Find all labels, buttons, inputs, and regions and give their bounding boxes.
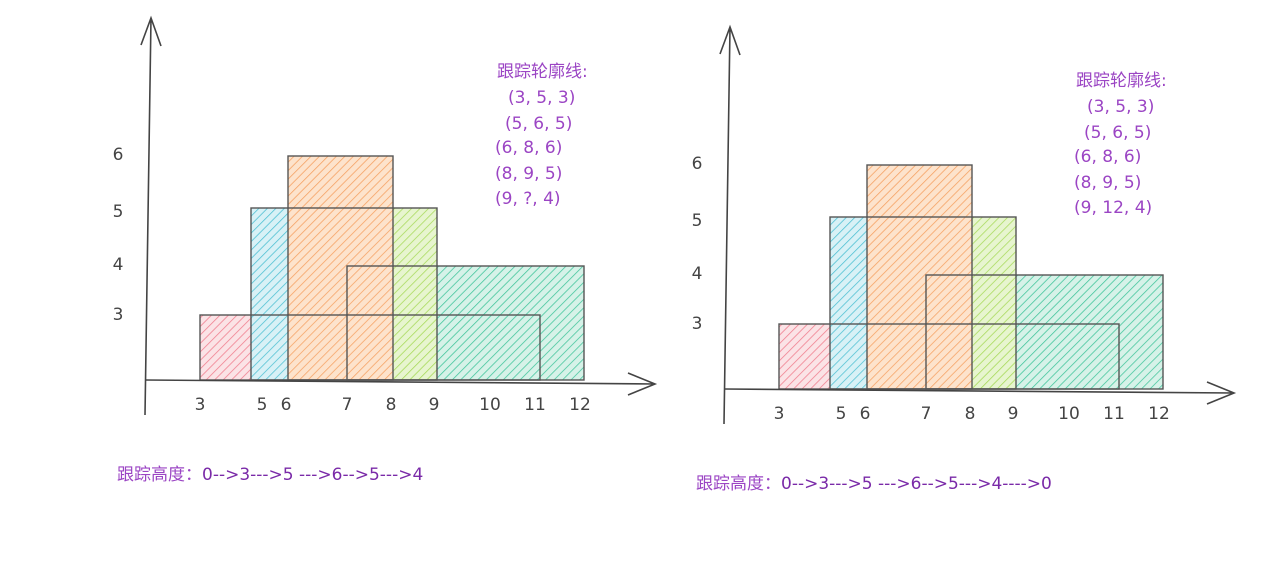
- building-fill: [830, 217, 867, 389]
- trace-label: 跟踪高度：: [117, 465, 202, 485]
- building-outline: [287, 155, 394, 381]
- x-tick-label: 6: [281, 395, 292, 415]
- x-tick-label: 9: [1008, 404, 1019, 424]
- x-tick-label: 3: [195, 395, 206, 415]
- trace-values: 0-->3--->5 --->6-->5--->4: [202, 465, 423, 485]
- contour-item: (5, 6, 5): [1084, 123, 1151, 143]
- contour-item: (9, ?, 4): [495, 189, 561, 209]
- building-outline: [346, 265, 585, 381]
- x-axis: [144, 372, 658, 396]
- building-outline: [925, 274, 1164, 390]
- x-tick-label: 11: [1103, 404, 1125, 424]
- contour-item: (8, 9, 5): [495, 164, 562, 184]
- contour-item: (5, 6, 5): [505, 114, 572, 134]
- x-tick-label: 7: [921, 404, 932, 424]
- x-axis: [723, 381, 1237, 405]
- y-tick-label: 6: [692, 154, 703, 174]
- building-fill: [779, 324, 830, 389]
- building-fill: [393, 208, 437, 380]
- x-tick-label: 12: [1148, 404, 1170, 424]
- building-fill: [288, 156, 393, 380]
- trace-height: 跟踪高度：0-->3--->5 --->6-->5--->4: [117, 465, 423, 485]
- trace-label: 跟踪高度：: [696, 474, 781, 494]
- contour-item: (3, 5, 3): [1087, 97, 1154, 117]
- building-fill: [200, 315, 251, 380]
- contour-item: (8, 9, 5): [1074, 173, 1141, 193]
- contour-item: (3, 5, 3): [508, 88, 575, 108]
- y-tick-label: 6: [113, 145, 124, 165]
- x-tick-label: 5: [836, 404, 847, 424]
- y-tick-label: 3: [692, 314, 703, 334]
- y-tick-label: 4: [113, 255, 124, 275]
- building-fill: [251, 208, 288, 380]
- x-tick-label: 10: [1058, 404, 1080, 424]
- y-axis: [719, 24, 741, 425]
- x-tick-label: 6: [860, 404, 871, 424]
- contour-title: 跟踪轮廓线:: [1076, 71, 1167, 91]
- y-tick-label: 3: [113, 305, 124, 325]
- x-tick-label: 8: [965, 404, 976, 424]
- x-tick-label: 12: [569, 395, 591, 415]
- x-tick-label: 3: [774, 404, 785, 424]
- y-tick-label: 4: [692, 264, 703, 284]
- contour-title: 跟踪轮廓线:: [497, 62, 588, 82]
- y-tick-label: 5: [113, 202, 124, 222]
- x-tick-label: 9: [429, 395, 440, 415]
- building-fill: [1016, 275, 1163, 389]
- building-outline: [866, 164, 973, 390]
- x-tick-label: 8: [386, 395, 397, 415]
- building-fill: [437, 266, 584, 380]
- contour-item: (6, 8, 6): [1074, 147, 1141, 167]
- trace-values: 0-->3--->5 --->6-->5--->4---->0: [781, 474, 1052, 494]
- x-tick-label: 11: [524, 395, 546, 415]
- x-tick-label: 5: [257, 395, 268, 415]
- y-axis: [140, 15, 162, 416]
- building-fill: [867, 165, 972, 389]
- building-fill: [972, 217, 1016, 389]
- y-tick-label: 5: [692, 211, 703, 231]
- trace-height: 跟踪高度：0-->3--->5 --->6-->5--->4---->0: [696, 474, 1052, 494]
- x-tick-label: 10: [479, 395, 501, 415]
- x-tick-label: 7: [342, 395, 353, 415]
- contour-item: (9, 12, 4): [1074, 198, 1152, 218]
- contour-item: (6, 8, 6): [495, 138, 562, 158]
